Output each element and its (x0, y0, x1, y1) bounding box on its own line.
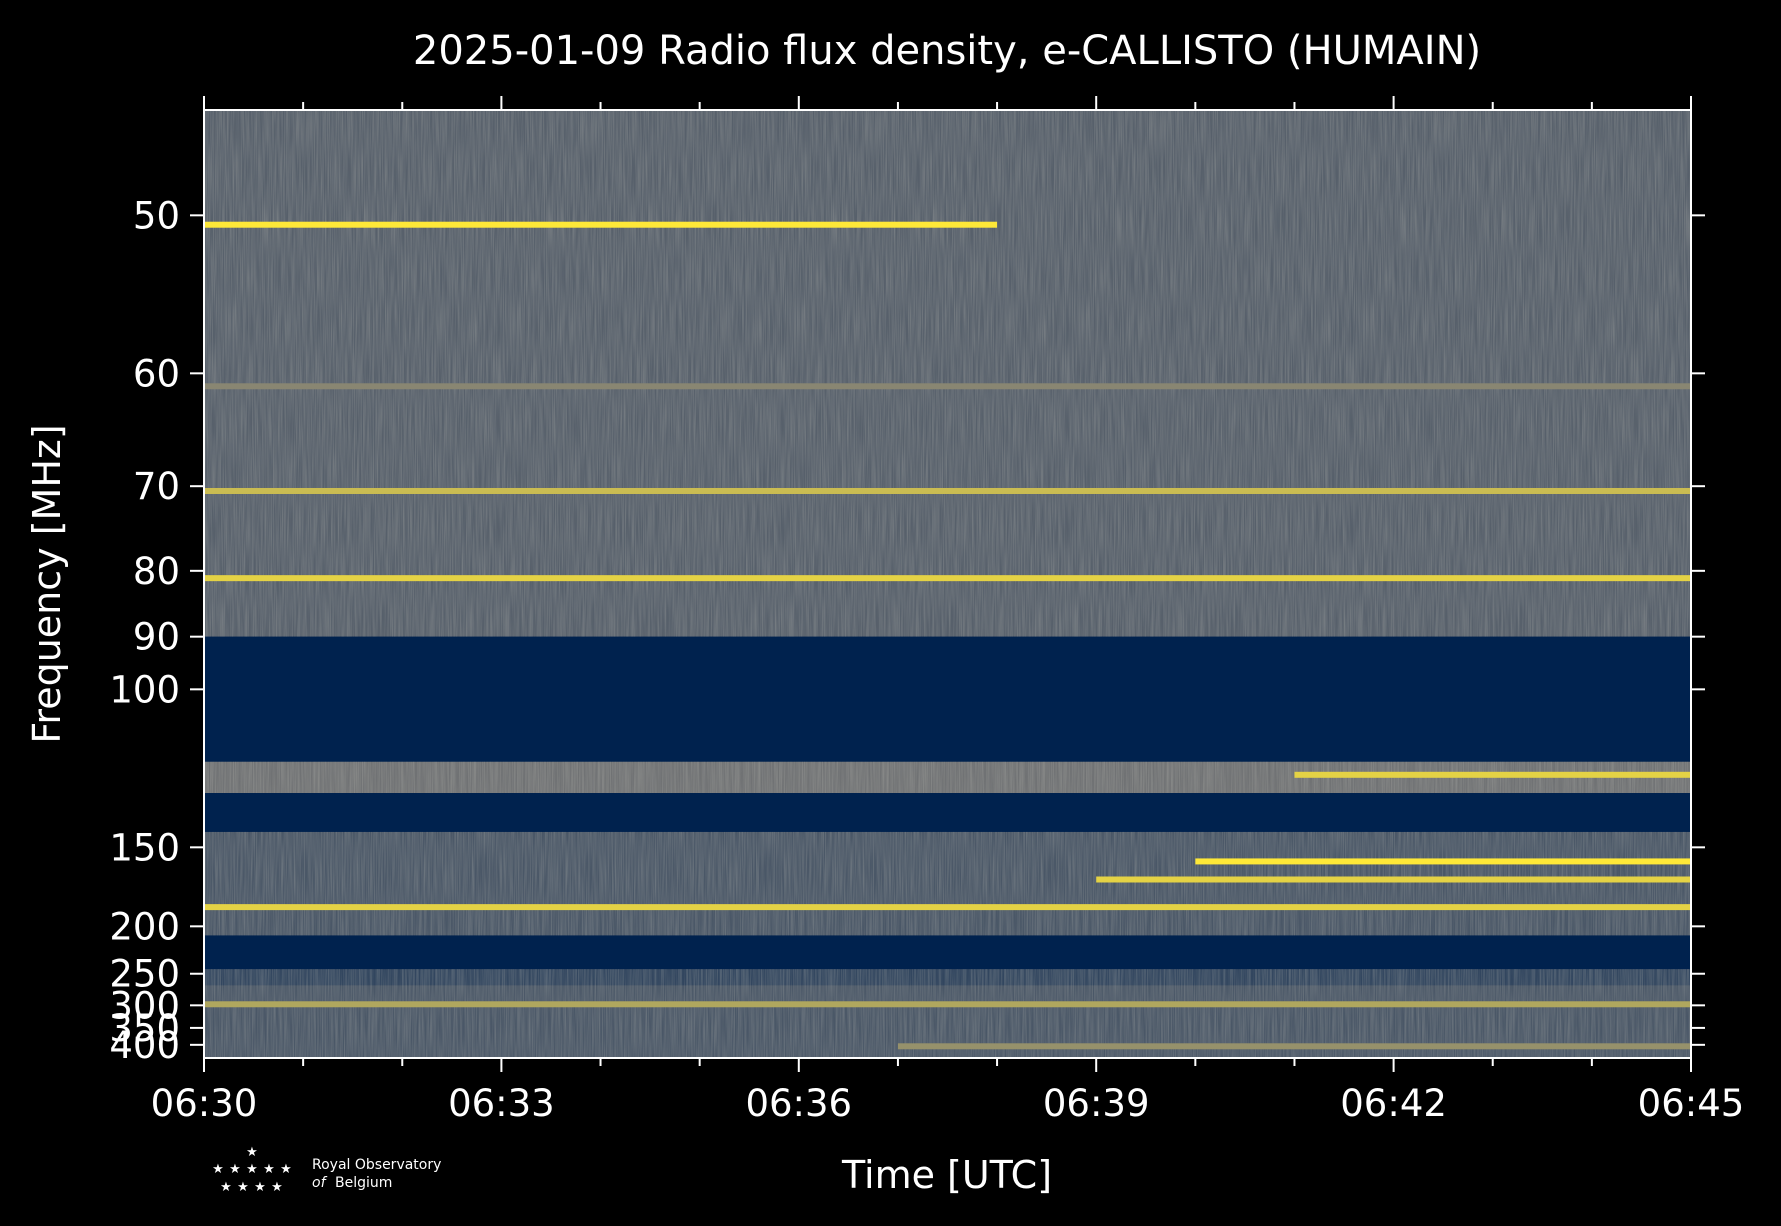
bright-line-7 (204, 904, 1691, 911)
svg-text:★: ★ (237, 1180, 249, 1195)
x-tick-label: 06:36 (745, 1082, 852, 1125)
y-tick-label: 300 (109, 984, 180, 1027)
bright-line-2 (204, 487, 1691, 494)
y-tick-label: 70 (133, 465, 180, 508)
y-tick-label: 200 (109, 905, 180, 948)
plot-area (204, 110, 1691, 1058)
band-1 (204, 636, 1691, 762)
y-axis-label: Frequency [MHz] (25, 424, 69, 743)
logo-line2: Belgium (335, 1175, 392, 1191)
y-tick-label: 400 (109, 1024, 180, 1067)
dark-bands (204, 636, 1691, 970)
bright-line-6 (1096, 876, 1691, 883)
svg-text:★: ★ (263, 1162, 275, 1177)
rob-logo: ★ ★ ★ ★ ★ ★ ★ ★ ★ ★ Royal Observatory of… (212, 1145, 441, 1195)
x-tick-label: 06:42 (1340, 1082, 1447, 1125)
bright-line-9 (897, 1043, 1691, 1050)
y-tick-label: 100 (109, 668, 180, 711)
plot-frame (203, 109, 1692, 1059)
logo-line1: Royal Observatory (312, 1157, 441, 1173)
y-tick-label: 150 (109, 826, 180, 869)
y-tick-label: 80 (133, 550, 180, 593)
logo-line2-of: of (312, 1175, 328, 1191)
x-axis: 06:30 06:33 06:36 06:39 06:42 06:45 (151, 96, 1745, 1125)
band-5 (204, 935, 1691, 970)
band-3 (204, 793, 1691, 832)
svg-text:★: ★ (280, 1162, 292, 1177)
x-tick-label: 06:30 (151, 1082, 258, 1125)
svg-text:★: ★ (246, 1145, 258, 1160)
y-tick-label: 350 (109, 1007, 180, 1050)
bright-line-8 (204, 1001, 1691, 1008)
chart-title: 2025-01-09 Radio flux density, e-CALLIST… (413, 28, 1481, 74)
svg-text:★: ★ (254, 1180, 266, 1195)
svg-text:★: ★ (220, 1180, 232, 1195)
svg-text:★: ★ (212, 1162, 224, 1177)
x-tick-label: 06:39 (1043, 1082, 1150, 1125)
bright-lines (204, 221, 1691, 1050)
bright-line-5 (1195, 858, 1691, 865)
star-icon: ★ ★ ★ ★ ★ ★ ★ ★ ★ ★ (212, 1145, 292, 1195)
x-axis-label: Time [UTC] (841, 1153, 1052, 1197)
bright-line-4 (1294, 771, 1691, 778)
bright-line-1 (204, 383, 1691, 390)
y-tick-label: 60 (133, 352, 180, 395)
x-tick-label: 06:45 (1638, 1082, 1745, 1125)
noise-overlay (204, 110, 1691, 1058)
x-tick-label: 06:33 (448, 1082, 555, 1125)
bright-line-3 (204, 575, 1691, 582)
bright-line-0 (204, 221, 998, 228)
y-tick-label: 50 (133, 194, 180, 237)
y-tick-label: 250 (109, 953, 180, 996)
svg-text:★: ★ (229, 1162, 241, 1177)
y-tick-label: 90 (133, 616, 180, 659)
svg-text:★: ★ (246, 1162, 258, 1177)
svg-text:★: ★ (271, 1180, 283, 1195)
